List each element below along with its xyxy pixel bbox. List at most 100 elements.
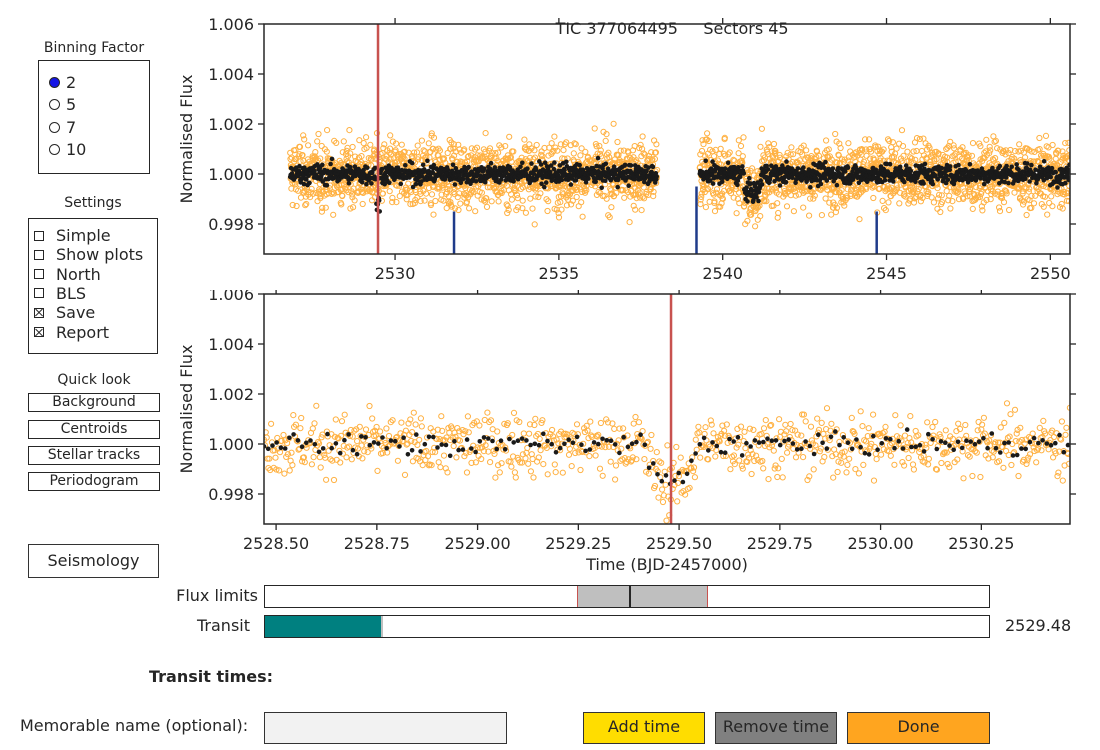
raw-flux-point [508, 196, 515, 203]
raw-flux-point [480, 448, 487, 455]
raw-flux-point [433, 436, 440, 443]
raw-flux-point [378, 443, 385, 450]
raw-flux-point [986, 150, 993, 157]
raw-flux-point [339, 192, 346, 200]
radio-icon[interactable] [49, 99, 60, 111]
radio-icon[interactable] [49, 121, 60, 133]
raw-flux-point [455, 206, 462, 214]
raw-flux-point [1036, 146, 1043, 153]
binned-flux-point [882, 178, 888, 183]
raw-flux-point [788, 144, 795, 151]
raw-flux-point [385, 432, 393, 440]
raw-flux-point [844, 194, 851, 201]
y-axis-label: Normalised Flux [177, 74, 196, 203]
raw-flux-point [346, 127, 353, 134]
setting-label: North [56, 264, 101, 284]
binning-option-10[interactable]: 10 [49, 140, 86, 159]
raw-flux-point [404, 192, 411, 199]
checkbox-icon[interactable] [34, 269, 44, 280]
raw-flux-point [487, 459, 494, 466]
raw-flux-point [959, 144, 966, 151]
raw-flux-point [349, 191, 356, 198]
raw-flux-point [833, 204, 841, 211]
raw-flux-point [317, 464, 324, 471]
binned-flux-point [764, 163, 769, 169]
raw-flux-point [495, 149, 502, 156]
raw-flux-point [322, 204, 329, 211]
raw-flux-point [1030, 200, 1038, 207]
checkbox-icon[interactable] [34, 307, 44, 318]
setting-simple[interactable]: Simple [34, 226, 111, 245]
binning-option-2[interactable]: 2 [49, 73, 76, 92]
raw-flux-point [363, 134, 370, 141]
checkbox-icon[interactable] [34, 249, 44, 260]
setting-show-plots[interactable]: Show plots [34, 245, 143, 264]
raw-flux-point [473, 144, 481, 151]
raw-flux-point [383, 425, 390, 432]
raw-flux-point [338, 418, 346, 425]
raw-flux-point [1065, 190, 1070, 197]
raw-flux-point [411, 200, 418, 207]
raw-flux-point [456, 428, 463, 435]
raw-flux-point [314, 198, 321, 205]
checkbox-icon[interactable] [34, 230, 44, 241]
raw-flux-point [498, 144, 505, 151]
binned-flux-point [1016, 167, 1021, 172]
raw-flux-point [947, 138, 954, 145]
setting-label: Save [56, 303, 96, 323]
raw-flux-point [463, 469, 471, 476]
raw-flux-point [697, 201, 704, 208]
setting-save[interactable]: Save [34, 303, 95, 322]
binned-flux-point [565, 177, 571, 182]
binned-flux-point [413, 181, 419, 187]
raw-flux-point [421, 148, 428, 155]
raw-flux-point [832, 209, 840, 216]
setting-north[interactable]: North [34, 265, 101, 284]
raw-flux-point [326, 185, 333, 192]
binned-flux-point [573, 178, 579, 183]
raw-flux-point [867, 145, 874, 153]
binned-flux-point [967, 162, 973, 167]
raw-flux-point [569, 197, 576, 204]
stellar-tracks-button[interactable]: Stellar tracks [28, 446, 160, 465]
raw-flux-point [482, 198, 489, 205]
binning-option-7[interactable]: 7 [49, 118, 76, 137]
seismology-button[interactable]: Seismology [28, 544, 159, 578]
setting-report[interactable]: Report [34, 323, 109, 342]
background-button[interactable]: Background [28, 393, 160, 412]
raw-flux-point [811, 155, 818, 162]
raw-flux-point [772, 150, 779, 158]
raw-flux-point [1002, 151, 1009, 158]
binned-flux-point [307, 180, 312, 186]
periodogram-button[interactable]: Periodogram [28, 472, 160, 491]
raw-flux-point [875, 143, 882, 150]
raw-flux-point [597, 147, 604, 154]
radio-icon[interactable] [49, 143, 60, 155]
raw-flux-point [512, 474, 519, 481]
binning-option-5[interactable]: 5 [49, 95, 76, 114]
raw-flux-point [1065, 139, 1070, 146]
raw-flux-point [476, 422, 483, 429]
checkbox-icon[interactable] [34, 327, 44, 337]
centroids-button[interactable]: Centroids [28, 420, 160, 439]
setting-bls[interactable]: BLS [34, 284, 86, 303]
raw-flux-point [464, 153, 471, 161]
raw-flux-point [968, 152, 976, 159]
raw-flux-point [505, 206, 512, 213]
raw-flux-point [697, 196, 704, 203]
raw-flux-point [305, 142, 312, 149]
raw-flux-point [494, 428, 501, 435]
binned-flux-point [834, 182, 840, 188]
raw-flux-point [926, 144, 933, 151]
binned-flux-point [458, 180, 464, 186]
binned-flux-point [328, 161, 333, 167]
radio-icon[interactable] [49, 77, 60, 88]
binned-flux-point [801, 165, 806, 170]
raw-flux-point [986, 160, 993, 167]
checkbox-icon[interactable] [34, 288, 44, 299]
raw-flux-point [502, 143, 509, 150]
raw-flux-point [749, 165, 756, 172]
raw-flux-point [281, 470, 288, 477]
